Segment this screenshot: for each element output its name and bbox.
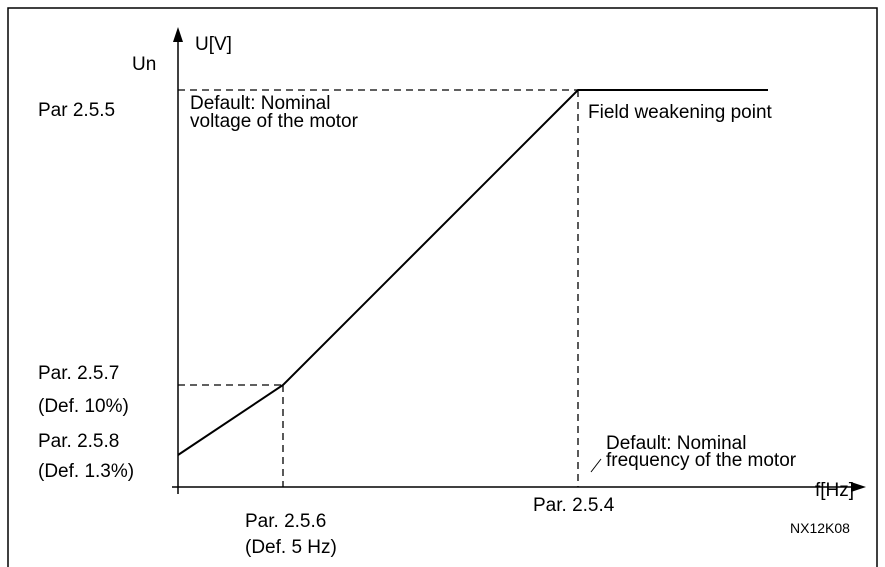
label: Par. 2.5.8 [38,431,119,452]
figure-code: NX12K08 [790,520,850,536]
label: Default: Nominal [606,433,746,454]
label: voltage of the motor [190,111,359,132]
label: Default: Nominal [190,93,330,114]
label: Par. 2.5.4 [533,495,615,516]
label: Un [132,54,156,75]
label: frequency of the motor [606,450,797,471]
label: Par 2.5.5 [38,100,115,121]
label: Par. 2.5.6 [245,511,326,532]
y-axis-label: U[V] [195,34,232,55]
label: Field weakening point [588,102,773,123]
pointer [590,458,602,473]
label: (Def. 1.3%) [38,461,134,482]
y-arrow [173,27,183,42]
label: (Def. 5 Hz) [245,537,337,558]
vf-curve [177,89,768,456]
x-arrow [851,482,866,492]
label: (Def. 10%) [38,396,129,417]
label: Par. 2.5.7 [38,363,119,384]
frame [7,7,878,567]
x-axis-label: f[Hz] [815,480,854,501]
